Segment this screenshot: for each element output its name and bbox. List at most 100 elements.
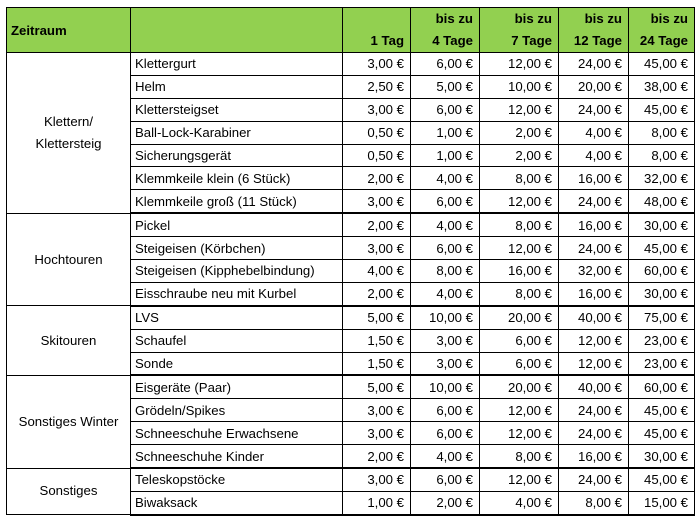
price-cell: 40,00 € (558, 305, 629, 330)
price-cell: 0,50 € (342, 143, 411, 168)
price-cell: 8,00 € (558, 490, 629, 516)
price-cell: 6,00 € (410, 467, 480, 492)
item-name: Sonde (130, 351, 343, 377)
price-cell: 12,00 € (558, 328, 629, 353)
category-label: Sonstiges Winter (18, 413, 119, 429)
price-cell: 2,00 € (342, 444, 411, 470)
price-cell: 24,00 € (558, 52, 629, 76)
price-cell: 3,00 € (410, 351, 480, 377)
price-cell: 45,00 € (628, 398, 695, 423)
price-cell: 16,00 € (558, 212, 629, 238)
table-row: Ball-Lock-Karabiner 0,50 €1,00 €2,00 €4,0… (7, 120, 695, 145)
price-cell: 12,00 € (479, 236, 559, 261)
table-row: Hochtouren Pickel 2,00 €4,00 €8,00 €16,00 … (6, 212, 695, 307)
price-cell: 12,00 € (479, 421, 559, 446)
header-col-4: bis zu 12 Tage (558, 7, 629, 53)
category-cell: Klettern/Klettersteig (6, 52, 131, 214)
price-cell: 24,00 € (558, 467, 629, 492)
category-cell: Sonstiges Winter (6, 374, 131, 469)
item-name: Pickel (130, 212, 343, 238)
price-cell: 1,50 € (342, 328, 411, 353)
price-cell: 3,00 € (342, 236, 411, 261)
price-cell: 16,00 € (479, 259, 559, 283)
price-cell: 4,00 € (410, 444, 480, 470)
item-name: Steigeisen (Kipphebelbindung) (130, 259, 343, 283)
price-cell: 3,00 € (342, 467, 411, 492)
price-cell: 24,00 € (558, 97, 629, 122)
price-cell: 3,00 € (342, 189, 411, 215)
header-col-5: bis zu 24 Tage (628, 7, 695, 53)
table-row: Sonde 1,50 €3,00 €6,00 €12,00 €23,00 € (7, 351, 695, 377)
price-cell: 10,00 € (479, 74, 559, 99)
price-cell: 6,00 € (479, 351, 559, 377)
price-cell: 6,00 € (410, 398, 480, 423)
header-col-3-bottom: 7 Tage (511, 33, 552, 48)
category-label: Klettern/ (43, 113, 94, 129)
price-cell: 6,00 € (410, 236, 480, 261)
table-row: Sonstiges Winter Eisgeräte (Paar) 5,00 €10… (6, 374, 695, 469)
price-cell: 1,50 € (342, 351, 411, 377)
price-cell: 16,00 € (558, 166, 629, 191)
price-cell: 3,00 € (342, 398, 411, 423)
item-name: Eisgeräte (Paar) (130, 374, 343, 400)
item-name: Helm (130, 74, 343, 99)
price-cell: 12,00 € (558, 351, 629, 377)
category-label: Klettersteig (35, 135, 102, 151)
table-row: Schneeschuhe Kinder 2,00 €4,00 €8,00 €16,… (7, 444, 695, 470)
price-cell: 12,00 € (479, 398, 559, 423)
price-table-container: Zeitraum 1 Tag bis zu 4 Tage bis zu 7 Ta… (6, 7, 695, 516)
price-cell: 3,00 € (342, 97, 411, 122)
header-col-2-top: bis zu (435, 11, 473, 26)
header-col-1-bottom: 1 Tag (370, 33, 404, 48)
price-cell: 15,00 € (628, 490, 695, 516)
price-cell: 48,00 € (628, 189, 695, 215)
price-cell: 32,00 € (628, 166, 695, 191)
price-cell: 1,00 € (410, 120, 480, 145)
price-cell: 8,00 € (628, 143, 695, 168)
item-name: Eisschraube neu mit Kurbel (130, 281, 343, 307)
table-header-row: Zeitraum 1 Tag bis zu 4 Tage bis zu 7 Ta… (6, 7, 695, 53)
price-cell: 75,00 € (628, 305, 695, 330)
item-name: Klemmkeile groß (11 Stück) (130, 189, 343, 215)
price-cell: 24,00 € (558, 236, 629, 261)
price-cell: 3,00 € (342, 52, 411, 76)
price-cell: 4,00 € (558, 120, 629, 145)
price-cell: 2,00 € (342, 166, 411, 191)
price-cell: 4,00 € (410, 166, 480, 191)
table-row: Klettern/Klettersteig Klettergurt 3,00 €6,… (6, 52, 695, 214)
price-cell: 45,00 € (628, 236, 695, 261)
price-cell: 2,00 € (479, 143, 559, 168)
price-cell: 2,00 € (342, 212, 411, 238)
header-col-2: bis zu 4 Tage (410, 7, 480, 53)
price-cell: 60,00 € (628, 374, 695, 400)
table-row: Sicherungsgerät 0,50 €1,00 €2,00 €4,00 €8… (7, 143, 695, 168)
table-row: Klemmkeile groß (11 Stück) 3,00 €6,00 €12… (7, 189, 695, 215)
price-cell: 38,00 € (628, 74, 695, 99)
price-cell: 20,00 € (479, 374, 559, 400)
price-cell: 3,00 € (342, 421, 411, 446)
item-name: Schneeschuhe Erwachsene (130, 421, 343, 446)
price-cell: 16,00 € (558, 281, 629, 307)
price-cell: 45,00 € (628, 97, 695, 122)
item-name: Klettersteigset (130, 97, 343, 122)
table-row: Helm 2,50 €5,00 €10,00 €20,00 €38,00 € (7, 74, 695, 99)
price-cell: 8,00 € (479, 166, 559, 191)
price-cell: 12,00 € (479, 97, 559, 122)
price-cell: 16,00 € (558, 444, 629, 470)
price-cell: 1,00 € (342, 490, 411, 516)
item-name: Teleskopstöcke (130, 467, 343, 492)
price-cell: 30,00 € (628, 444, 695, 470)
price-cell: 10,00 € (410, 374, 480, 400)
header-col-2-bottom: 4 Tage (432, 33, 473, 48)
price-cell: 4,00 € (479, 490, 559, 516)
header-col-4-bottom: 12 Tage (573, 33, 622, 48)
price-cell: 4,00 € (558, 143, 629, 168)
price-cell: 12,00 € (479, 189, 559, 215)
table-row: Steigeisen (Körbchen) 3,00 €6,00 €12,00 €… (7, 236, 695, 261)
header-col-4-top: bis zu (584, 11, 622, 26)
table-row: Klemmkeile klein (6 Stück) 2,00 €4,00 €8,… (7, 166, 695, 191)
price-cell: 6,00 € (410, 189, 480, 215)
price-cell: 2,00 € (342, 281, 411, 307)
price-cell: 23,00 € (628, 328, 695, 353)
price-cell: 2,00 € (410, 490, 480, 516)
